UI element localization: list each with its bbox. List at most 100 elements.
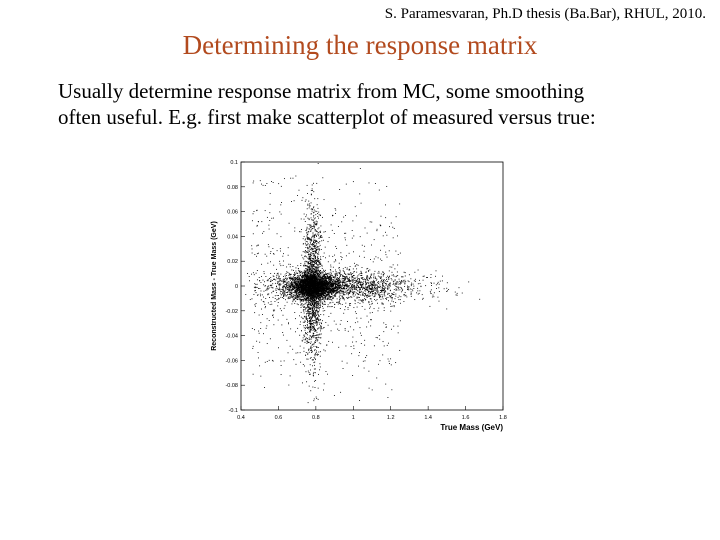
scatter-point: [325, 292, 327, 294]
scatter-point: [327, 282, 328, 284]
scatter-point: [362, 292, 364, 294]
scatter-point: [316, 286, 318, 288]
scatter-point: [289, 277, 291, 279]
scatter-point: [297, 275, 299, 277]
scatter-point: [329, 269, 331, 270]
scatter-point: [335, 292, 337, 294]
scatter-point: [320, 277, 322, 279]
scatter-point: [315, 281, 317, 283]
scatter-point: [330, 273, 332, 275]
scatter-point: [468, 281, 470, 283]
scatter-point: [256, 286, 258, 288]
scatter-point: [373, 282, 375, 284]
scatter-point: [298, 289, 300, 291]
scatter-point: [298, 292, 300, 294]
scatter-point: [297, 278, 299, 280]
scatter-point: [382, 283, 383, 285]
scatter-point: [281, 280, 283, 282]
scatter-point: [391, 298, 393, 300]
scatter-point: [307, 312, 309, 314]
scatter-point: [313, 282, 315, 284]
scatter-point: [380, 281, 382, 283]
scatter-point: [369, 284, 371, 286]
scatter-point: [288, 276, 290, 278]
scatter-point: [291, 289, 292, 291]
scatter-point: [269, 303, 271, 305]
scatter-point: [319, 292, 321, 294]
scatter-point: [299, 279, 301, 281]
scatter-point: [315, 240, 317, 242]
scatter-point: [313, 314, 315, 316]
scatter-point: [294, 290, 296, 292]
scatter-point: [301, 293, 303, 295]
scatter-point: [256, 283, 258, 285]
scatter-point: [308, 247, 310, 249]
scatter-point: [387, 294, 389, 295]
scatter-point: [356, 285, 357, 287]
scatter-point: [359, 281, 361, 283]
scatter-point: [321, 277, 323, 279]
scatter-point: [292, 286, 294, 288]
scatter-point: [325, 286, 327, 288]
scatter-point: [295, 291, 297, 293]
scatter-point: [305, 302, 307, 304]
scatter-point: [295, 298, 297, 299]
scatter-point: [308, 266, 310, 268]
scatter-point: [272, 287, 274, 289]
scatter-point: [305, 288, 307, 290]
scatter-point: [388, 284, 389, 286]
scatter-point: [312, 242, 314, 244]
scatter-point: [318, 278, 320, 280]
scatter-point: [305, 283, 307, 285]
scatter-point: [316, 270, 318, 272]
scatter-point: [366, 296, 368, 298]
scatter-point: [302, 293, 304, 294]
scatter-point: [348, 278, 350, 280]
scatter-point: [334, 280, 336, 282]
scatter-point: [299, 289, 301, 291]
scatter-point: [327, 289, 329, 291]
scatter-point: [292, 285, 294, 287]
scatter-point: [366, 278, 368, 280]
scatter-point: [414, 280, 416, 282]
scatter-point: [306, 295, 308, 297]
scatter-point: [404, 282, 406, 284]
scatter-point: [307, 326, 309, 328]
scatter-point: [379, 294, 381, 296]
scatter-point: [327, 285, 329, 287]
scatter-point: [312, 228, 314, 229]
scatter-point: [376, 299, 378, 301]
scatter-point: [297, 285, 299, 287]
scatter-point: [315, 283, 317, 284]
scatter-point: [316, 279, 318, 281]
scatter-point: [258, 287, 259, 289]
scatter-point: [306, 313, 307, 315]
scatter-point: [316, 277, 318, 279]
scatter-point: [403, 301, 405, 303]
scatter-point: [323, 299, 325, 301]
scatter-point: [304, 282, 306, 284]
scatter-point: [343, 294, 345, 296]
scatter-point: [249, 299, 251, 301]
scatter-point: [323, 297, 325, 299]
scatter-point: [307, 265, 309, 267]
scatter-point: [369, 281, 371, 283]
scatter-point: [321, 276, 323, 278]
scatter-point: [345, 284, 347, 286]
scatter-point: [321, 281, 323, 283]
scatter-point: [303, 280, 305, 282]
scatter-point: [310, 326, 311, 328]
scatter-point: [308, 266, 310, 268]
scatter-point: [376, 289, 378, 290]
scatter-point: [347, 277, 348, 279]
scatter-point: [341, 281, 343, 283]
scatter-point: [312, 325, 314, 327]
scatter-point: [268, 287, 270, 289]
scatter-point: [284, 280, 286, 282]
scatter-point: [295, 288, 297, 290]
scatter-point: [427, 277, 428, 278]
scatter-point: [352, 275, 354, 277]
scatter-point: [312, 301, 314, 302]
scatter-point: [315, 314, 317, 316]
scatter-point: [362, 283, 364, 285]
